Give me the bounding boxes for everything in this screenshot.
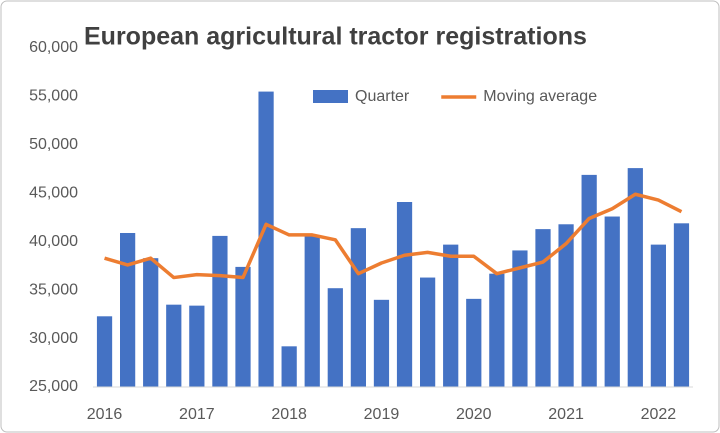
bar xyxy=(489,273,505,387)
y-tick-label: 30,000 xyxy=(29,330,78,347)
bar xyxy=(512,250,528,387)
y-tick-label: 45,000 xyxy=(29,185,78,202)
bar xyxy=(212,235,228,387)
x-tick-label: 2020 xyxy=(456,406,492,423)
bar xyxy=(673,223,690,387)
bar xyxy=(120,232,136,387)
bar xyxy=(258,91,274,387)
bar xyxy=(466,298,482,387)
bar xyxy=(327,288,343,387)
bar xyxy=(143,258,159,387)
bar xyxy=(166,304,182,387)
line xyxy=(104,192,683,280)
bar xyxy=(350,228,366,387)
y-tick-label: 50,000 xyxy=(29,136,78,153)
bar xyxy=(535,229,551,387)
y-tick-label: 55,000 xyxy=(29,88,78,105)
bar xyxy=(420,277,436,387)
bar xyxy=(96,316,113,387)
y-tick-label: 25,000 xyxy=(29,378,78,395)
legend-swatch xyxy=(313,90,348,103)
x-tick-label: 2021 xyxy=(548,406,584,423)
chart-title: European agricultural tractor registrati… xyxy=(84,23,587,51)
x-tick-label: 2019 xyxy=(364,406,400,423)
bar xyxy=(604,216,620,387)
legend-label: Quarter xyxy=(355,88,410,105)
x-tick-label: 2022 xyxy=(641,406,677,423)
y-tick-label: 35,000 xyxy=(29,281,78,298)
bar xyxy=(189,305,205,387)
y-tick-label: 40,000 xyxy=(29,233,78,250)
legend-label: Moving average xyxy=(483,88,597,105)
y-tick-label: 60,000 xyxy=(29,39,78,56)
x-tick-label: 2018 xyxy=(271,406,307,423)
bar xyxy=(281,346,297,387)
bar xyxy=(627,168,643,387)
bar xyxy=(373,299,390,387)
bar xyxy=(443,244,459,387)
bar xyxy=(235,266,251,387)
bar xyxy=(581,174,597,387)
x-tick-label: 2017 xyxy=(179,406,215,423)
bar xyxy=(396,202,413,387)
bar xyxy=(650,244,666,387)
x-tick-label: 2016 xyxy=(87,406,123,423)
bar xyxy=(558,224,574,387)
bar xyxy=(304,235,320,387)
